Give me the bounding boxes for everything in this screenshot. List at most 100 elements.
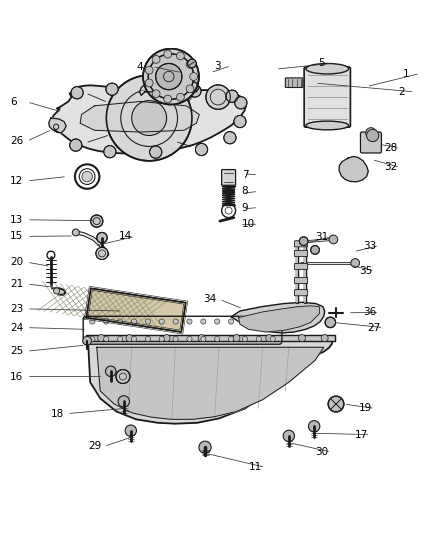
Circle shape: [242, 336, 247, 342]
Circle shape: [106, 83, 118, 95]
Circle shape: [206, 85, 230, 109]
Circle shape: [148, 54, 194, 99]
Polygon shape: [97, 348, 324, 419]
Ellipse shape: [306, 63, 349, 74]
Circle shape: [106, 366, 116, 376]
Polygon shape: [80, 101, 199, 132]
Circle shape: [145, 66, 153, 74]
Circle shape: [131, 336, 137, 342]
Circle shape: [150, 146, 162, 158]
Circle shape: [195, 143, 208, 156]
Circle shape: [145, 336, 151, 342]
Circle shape: [256, 336, 261, 342]
Text: 33: 33: [363, 240, 376, 251]
Circle shape: [53, 288, 60, 294]
Circle shape: [83, 336, 92, 345]
Circle shape: [155, 63, 182, 90]
Circle shape: [104, 336, 109, 342]
Polygon shape: [51, 85, 246, 154]
Circle shape: [98, 335, 105, 342]
FancyBboxPatch shape: [294, 263, 307, 270]
FancyBboxPatch shape: [294, 277, 307, 284]
Text: 3: 3: [215, 61, 221, 71]
Circle shape: [308, 421, 320, 432]
Circle shape: [104, 146, 116, 158]
Circle shape: [224, 132, 236, 144]
Circle shape: [90, 336, 95, 342]
Text: 11: 11: [249, 462, 262, 472]
FancyBboxPatch shape: [304, 67, 350, 127]
Circle shape: [190, 72, 198, 80]
Text: 12: 12: [11, 176, 24, 186]
Text: 10: 10: [242, 219, 255, 229]
Text: 34: 34: [203, 294, 216, 304]
Text: 31: 31: [315, 232, 328, 242]
Text: 32: 32: [384, 163, 397, 172]
Circle shape: [187, 319, 192, 324]
Circle shape: [159, 319, 164, 324]
Circle shape: [143, 49, 199, 104]
Circle shape: [116, 369, 130, 384]
Circle shape: [234, 116, 246, 128]
Circle shape: [328, 396, 344, 412]
Circle shape: [270, 336, 276, 342]
Circle shape: [242, 319, 247, 324]
Text: 9: 9: [242, 203, 248, 213]
Text: 1: 1: [403, 69, 409, 78]
Circle shape: [283, 430, 294, 441]
Circle shape: [187, 59, 196, 68]
Text: 5: 5: [318, 58, 325, 68]
Text: 4: 4: [136, 61, 143, 71]
Text: 21: 21: [11, 279, 24, 289]
Text: 17: 17: [354, 430, 367, 440]
Circle shape: [159, 336, 164, 342]
Polygon shape: [339, 157, 368, 182]
Polygon shape: [367, 130, 379, 141]
Circle shape: [82, 171, 92, 182]
Circle shape: [91, 215, 103, 227]
Circle shape: [71, 87, 83, 99]
Circle shape: [215, 336, 220, 342]
Circle shape: [186, 85, 194, 93]
Circle shape: [266, 335, 273, 342]
Circle shape: [215, 319, 220, 324]
Circle shape: [131, 319, 137, 324]
Circle shape: [72, 229, 79, 236]
Circle shape: [118, 395, 130, 407]
Circle shape: [311, 246, 319, 254]
Text: 2: 2: [398, 87, 405, 97]
Text: 30: 30: [315, 447, 328, 457]
Circle shape: [226, 90, 238, 102]
FancyBboxPatch shape: [294, 251, 307, 256]
Text: 23: 23: [11, 304, 24, 314]
Polygon shape: [86, 335, 335, 341]
Circle shape: [329, 235, 338, 244]
Polygon shape: [231, 302, 325, 333]
Circle shape: [90, 319, 95, 324]
Circle shape: [145, 319, 151, 324]
Circle shape: [201, 336, 206, 342]
Circle shape: [229, 336, 234, 342]
Circle shape: [235, 96, 247, 109]
Text: 13: 13: [11, 215, 24, 225]
Circle shape: [270, 319, 276, 324]
Circle shape: [173, 336, 178, 342]
Polygon shape: [88, 341, 332, 424]
FancyBboxPatch shape: [360, 132, 381, 153]
Circle shape: [325, 317, 336, 328]
Circle shape: [152, 55, 160, 63]
Polygon shape: [239, 306, 319, 332]
Circle shape: [125, 425, 137, 437]
Circle shape: [298, 335, 305, 342]
Circle shape: [233, 335, 240, 342]
Circle shape: [96, 247, 108, 260]
Circle shape: [97, 232, 107, 243]
Circle shape: [106, 75, 192, 161]
Circle shape: [321, 335, 328, 342]
Text: 7: 7: [242, 170, 248, 180]
Text: 20: 20: [11, 257, 23, 267]
FancyBboxPatch shape: [294, 289, 307, 296]
Circle shape: [145, 79, 153, 87]
Circle shape: [177, 52, 184, 60]
Circle shape: [256, 319, 261, 324]
